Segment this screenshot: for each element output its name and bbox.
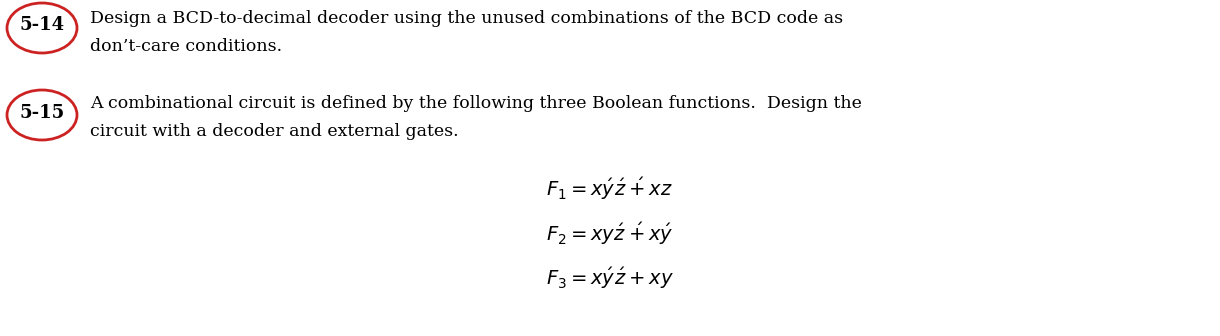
Text: $F_3 = x\'y\'z + xy$: $F_3 = x\'y\'z + xy$ — [545, 265, 675, 291]
Text: circuit with a decoder and external gates.: circuit with a decoder and external gate… — [90, 123, 459, 140]
Text: A combinational circuit is defined by the following three Boolean functions.  De: A combinational circuit is defined by th… — [90, 95, 861, 112]
Text: 5-15: 5-15 — [20, 104, 65, 122]
Text: $F_2 = xy\'z\' + x\'y$: $F_2 = xy\'z\' + x\'y$ — [547, 220, 673, 247]
Text: 5-14: 5-14 — [20, 16, 65, 34]
Text: don’t-care conditions.: don’t-care conditions. — [90, 38, 282, 55]
Text: Design a BCD-to-decimal decoder using the unused combinations of the BCD code as: Design a BCD-to-decimal decoder using th… — [90, 10, 843, 27]
Text: $F_1 = x\'y\'z\' + xz$: $F_1 = x\'y\'z\' + xz$ — [547, 175, 673, 202]
